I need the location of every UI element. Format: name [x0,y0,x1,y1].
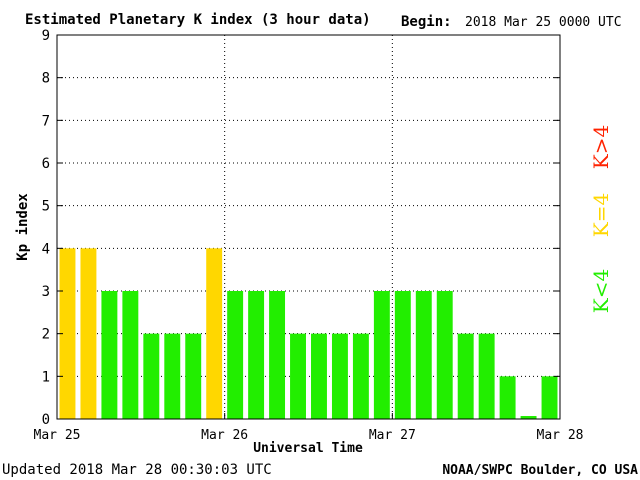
y-tick-label-4: 4 [42,241,50,257]
y-tick-label-7: 7 [42,113,50,129]
bar-13 [331,333,348,419]
x-axis-ticks: Mar 25 Mar 26 Mar 27 Mar 28 [34,413,584,443]
bar-4 [143,333,160,419]
x-tick-label-1: Mar 26 [201,428,248,443]
bar-3 [122,291,139,419]
bar-2 [101,291,118,419]
y-tick-label-0: 0 [42,412,50,428]
bars [59,248,558,419]
x-axis-label: Universal Time [253,441,363,456]
bar-6 [185,333,202,419]
bar-12 [311,333,327,419]
bar-23 [541,376,558,419]
bar-17 [415,291,432,419]
legend-item-2: K<4 [589,269,613,313]
bar-9 [248,291,265,419]
x-tick-label-3: Mar 28 [537,428,584,443]
y-tick-label-9: 9 [42,28,50,44]
y-axis-label: Kp index [15,193,31,261]
y-axis-ticks: 0 1 2 3 4 5 6 7 8 9 [42,28,560,428]
bar-1 [80,248,97,419]
plot-frame [56,34,561,420]
bar-14 [352,333,369,419]
bar-21 [499,376,516,419]
bar-19 [457,333,474,419]
bar-20 [478,333,495,419]
legend-item-0: K>4 [589,125,613,169]
y-tick-label-6: 6 [42,156,50,172]
begin-label: Begin: [401,14,452,30]
legend-item-1: K=4 [589,193,613,237]
bar-8 [227,291,244,419]
updated-text: Updated 2018 Mar 28 00:30:03 UTC [2,462,272,478]
y-tick-label-1: 1 [42,369,50,385]
bar-0 [59,248,76,419]
bar-10 [269,291,286,419]
bar-7 [206,248,223,419]
chart-title: Estimated Planetary K index (3 hour data… [25,12,371,28]
y-tick-label-2: 2 [42,327,50,343]
begin-value: 2018 Mar 25 0000 UTC [465,15,622,30]
bar-22 [520,416,537,419]
bar-5 [164,333,181,419]
y-tick-label-3: 3 [42,284,50,300]
legend: K>4 K=4 K<4 [589,125,613,313]
bar-16 [394,291,411,419]
bar-15 [373,291,390,419]
y-tick-label-8: 8 [42,71,50,87]
x-tick-label-0: Mar 25 [34,428,81,443]
grid-lines [57,35,560,419]
y-tick-label-5: 5 [42,199,50,215]
bar-11 [290,333,306,419]
bar-18 [436,291,453,419]
credit-text: NOAA/SWPC Boulder, CO USA [442,463,638,478]
x-tick-label-2: Mar 27 [369,428,416,443]
